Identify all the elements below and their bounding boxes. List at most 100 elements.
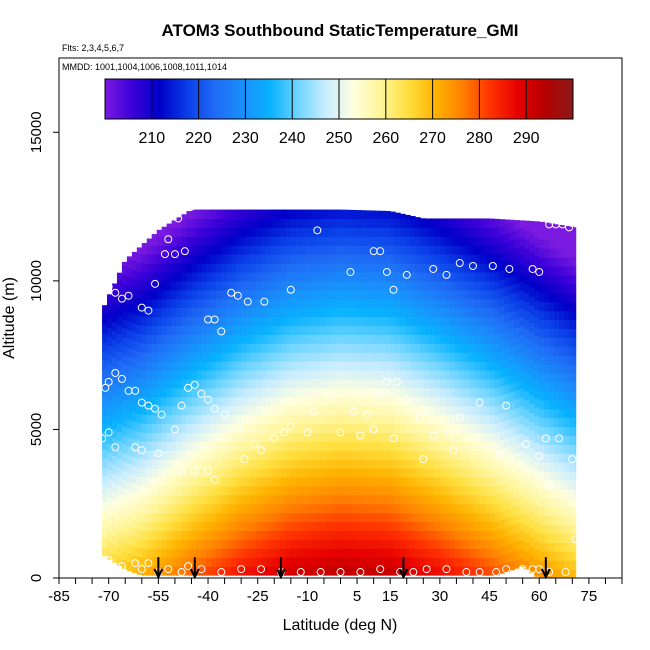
field-cell [186,307,193,318]
field-cell [405,432,411,442]
field-cell [226,468,232,478]
observation-point [303,428,312,437]
field-cell [355,370,361,380]
field-cell [256,441,262,451]
field-cell [111,481,118,492]
field-cell [529,349,535,360]
field-cell [350,485,357,496]
field-cell [295,512,302,523]
field-cell [355,512,361,523]
field-cell [330,539,337,549]
field-cell [564,283,570,294]
field-cell [519,370,525,380]
field-cell [320,378,327,389]
field-cell [315,512,322,523]
field-cell [111,348,118,358]
field-cell [305,289,312,300]
field-cell [136,458,143,468]
field-cell [206,530,212,540]
field-cell [544,462,550,472]
field-cell [261,245,267,255]
field-cell [161,566,168,576]
field-cell [424,316,431,327]
field-cell [469,539,476,549]
field-cell [524,221,530,231]
field-cell [469,432,476,442]
field-cell [241,485,247,496]
field-cell [534,353,540,363]
field-cell [559,230,565,240]
field-cell [181,521,188,532]
field-cell [499,323,506,333]
field-cell [410,387,416,398]
field-cell [424,307,431,318]
field-cell [161,396,168,407]
field-cell [315,307,322,318]
field-cell [573,248,577,258]
field-cell [102,520,108,530]
field-cell [489,378,496,389]
field-cell [509,311,515,321]
field-cell [340,450,347,460]
field-cell [464,245,471,255]
field-cell [573,471,577,481]
field-cell [236,236,242,246]
field-cell [196,405,203,416]
field-cell [439,298,446,309]
field-cell [454,378,461,389]
field-cell [419,378,426,389]
field-cell [241,459,247,469]
field-cell [375,396,381,407]
field-cell [464,485,471,496]
field-cell [504,482,511,492]
field-cell [504,500,511,510]
field-cell [221,227,227,237]
field-cell [201,227,207,237]
field-cell [151,494,158,505]
field-cell [539,301,545,312]
field-cell [166,325,173,335]
field-cell [340,512,347,523]
field-cell [236,450,242,460]
observation-point [170,425,179,434]
colorbar-tick-label: 220 [185,130,212,147]
field-cell [415,378,421,389]
field-cell [285,405,292,416]
field-cell [559,399,565,410]
field-cell [569,435,575,445]
field-cell [340,566,347,576]
field-cell [410,218,416,228]
observation-point [422,565,431,574]
field-cell [335,396,342,407]
field-cell [539,390,545,401]
field-cell [569,524,575,535]
field-cell [410,227,416,237]
field-cell [315,263,322,273]
field-cell [141,316,148,327]
field-cell [146,405,153,416]
field-cell [275,236,282,246]
field-cell [439,494,446,505]
field-cell [171,450,178,460]
field-cell [449,566,456,576]
field-cell [141,378,148,389]
field-cell [419,396,426,407]
field-cell [181,476,188,487]
field-cell [410,378,416,389]
field-cell [439,307,446,318]
field-cell [365,557,371,567]
field-cell [186,396,193,407]
field-cell [405,387,411,398]
field-cell [201,361,207,371]
field-cell [156,316,163,327]
field-cell [504,509,511,519]
field-cell [201,423,207,433]
field-cell [340,396,347,407]
field-cell [375,245,381,255]
field-cell [171,325,178,335]
field-cell [221,414,227,425]
field-cell [365,423,371,433]
field-cell [385,334,391,344]
field-cell [419,468,426,478]
field-cell [444,432,451,442]
